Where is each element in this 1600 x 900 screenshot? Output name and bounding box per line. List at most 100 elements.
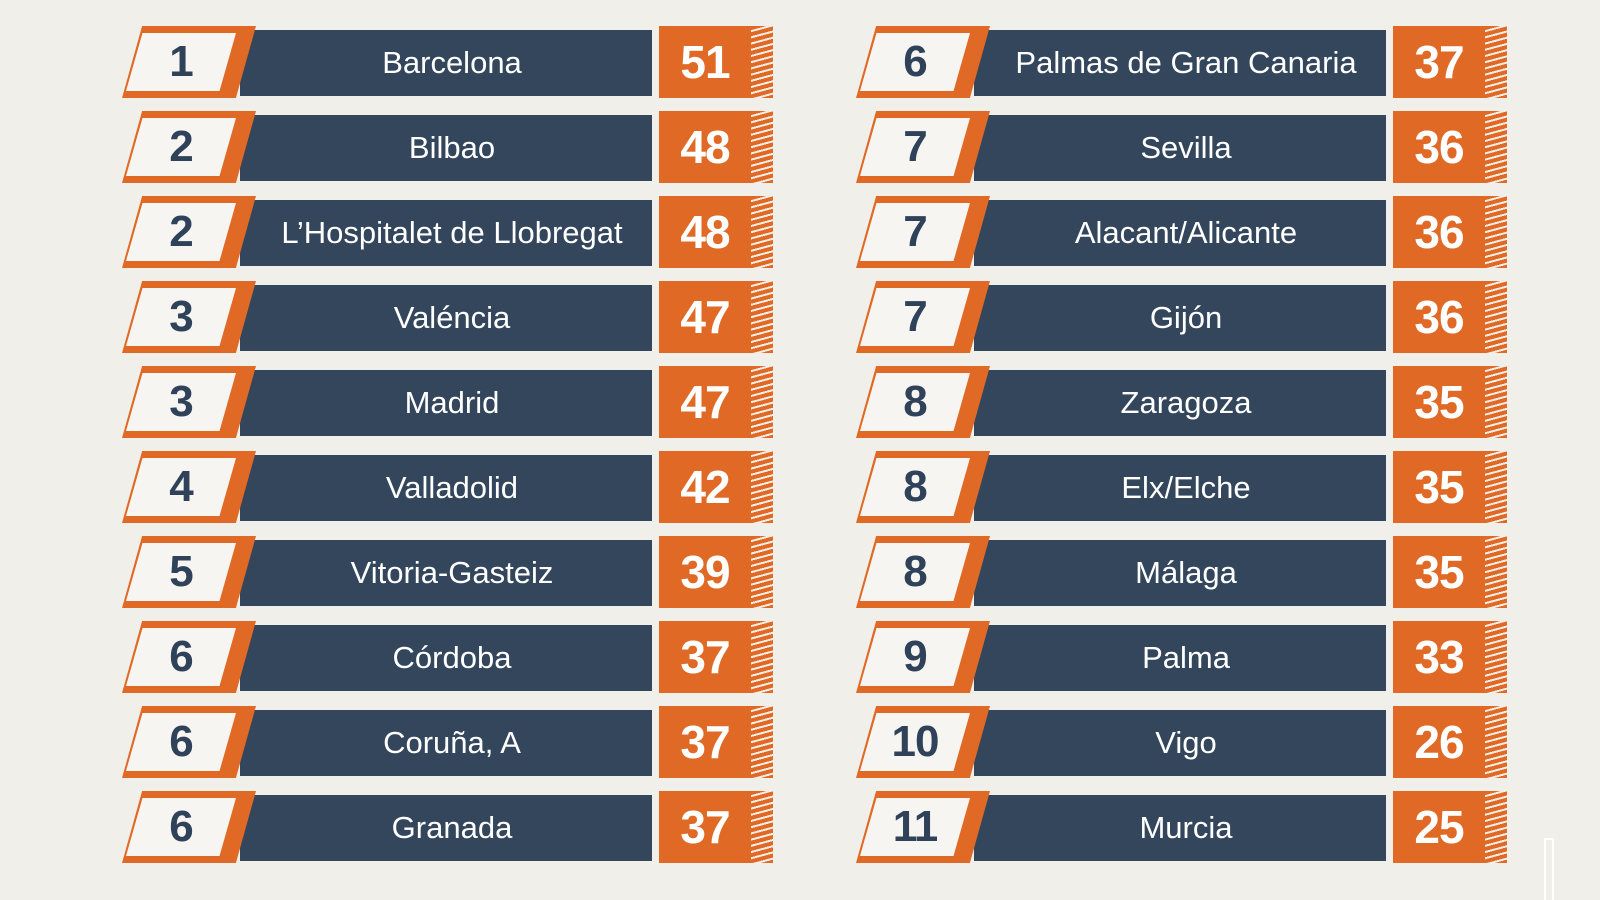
score-box: 48 — [659, 196, 773, 268]
city-name: Bilbao — [240, 115, 652, 181]
rank-tab: 8 — [856, 451, 990, 523]
city-name: Granada — [240, 795, 652, 861]
city-name: Valladolid — [240, 455, 652, 521]
ranking-column-right: 6 Palmas de Gran Canaria 37 7 Sevilla 36… — [856, 26, 1506, 876]
score-box: 33 — [1393, 621, 1507, 693]
score-box: 37 — [1393, 26, 1507, 98]
ridge-decoration — [751, 366, 773, 438]
ridge-decoration — [1485, 536, 1507, 608]
score-box: 36 — [1393, 281, 1507, 353]
score-value: 39 — [659, 545, 749, 599]
rank-tab: 8 — [856, 366, 990, 438]
score-value: 48 — [659, 120, 749, 174]
ridge-decoration — [1485, 366, 1507, 438]
ridge-decoration — [1485, 26, 1507, 98]
rank-tab: 9 — [856, 621, 990, 693]
rank-number: 7 — [860, 288, 970, 346]
ridge-decoration — [1485, 791, 1507, 863]
ranking-row: 9 Palma 33 — [856, 621, 1506, 693]
ranking-row: 10 Vigo 26 — [856, 706, 1506, 778]
ranking-row: 7 Sevilla 36 — [856, 111, 1506, 183]
score-box: 47 — [659, 281, 773, 353]
rank-tab: 7 — [856, 111, 990, 183]
score-box: 25 — [1393, 791, 1507, 863]
rank-tab: 2 — [122, 196, 256, 268]
score-value: 36 — [1393, 290, 1483, 344]
ranking-row: 11 Murcia 25 — [856, 791, 1506, 863]
score-box: 48 — [659, 111, 773, 183]
rank-tab: 8 — [856, 536, 990, 608]
rank-tab: 11 — [856, 791, 990, 863]
city-name: Málaga — [974, 540, 1386, 606]
city-name: Vitoria-Gasteiz — [240, 540, 652, 606]
rank-number: 6 — [126, 798, 236, 856]
score-box: 37 — [659, 621, 773, 693]
score-value: 37 — [659, 630, 749, 684]
score-value: 35 — [1393, 460, 1483, 514]
ridge-decoration — [1485, 281, 1507, 353]
score-value: 36 — [1393, 205, 1483, 259]
rank-number: 6 — [126, 628, 236, 686]
rank-tab: 6 — [122, 621, 256, 693]
ridge-decoration — [751, 111, 773, 183]
score-value: 26 — [1393, 715, 1483, 769]
ranking-row: 8 Málaga 35 — [856, 536, 1506, 608]
score-box: 36 — [1393, 111, 1507, 183]
ridge-decoration — [1485, 706, 1507, 778]
score-value: 47 — [659, 375, 749, 429]
ridge-decoration — [751, 281, 773, 353]
score-box: 42 — [659, 451, 773, 523]
rank-number: 3 — [126, 288, 236, 346]
ridge-decoration — [1485, 451, 1507, 523]
rank-tab: 7 — [856, 281, 990, 353]
ranking-row: 7 Alacant/Alicante 36 — [856, 196, 1506, 268]
ranking-row: 8 Elx/Elche 35 — [856, 451, 1506, 523]
rank-number: 8 — [860, 458, 970, 516]
score-value: 33 — [1393, 630, 1483, 684]
rank-number: 7 — [860, 118, 970, 176]
rank-number: 9 — [860, 628, 970, 686]
score-value: 37 — [659, 715, 749, 769]
ranking-row: 2 L’Hospitalet de Llobregat 48 — [122, 196, 772, 268]
rank-number: 6 — [860, 33, 970, 91]
score-box: 37 — [659, 791, 773, 863]
rank-number: 5 — [126, 543, 236, 601]
city-name: Vigo — [974, 710, 1386, 776]
score-value: 51 — [659, 35, 749, 89]
rank-tab: 10 — [856, 706, 990, 778]
ranking-row: 8 Zaragoza 35 — [856, 366, 1506, 438]
rank-number: 7 — [860, 203, 970, 261]
rank-number: 2 — [126, 118, 236, 176]
rank-tab: 5 — [122, 536, 256, 608]
rank-tab: 3 — [122, 366, 256, 438]
rank-tab: 4 — [122, 451, 256, 523]
rank-tab: 2 — [122, 111, 256, 183]
rank-tab: 1 — [122, 26, 256, 98]
ridge-decoration — [1485, 621, 1507, 693]
score-box: 35 — [1393, 536, 1507, 608]
city-name: Zaragoza — [974, 370, 1386, 436]
score-box: 51 — [659, 26, 773, 98]
score-box: 35 — [1393, 366, 1507, 438]
rank-number: 11 — [860, 798, 970, 856]
ridge-decoration — [751, 791, 773, 863]
rank-number: 3 — [126, 373, 236, 431]
rank-number: 1 — [126, 33, 236, 91]
score-value: 35 — [1393, 375, 1483, 429]
ranking-row: 6 Córdoba 37 — [122, 621, 772, 693]
score-value: 47 — [659, 290, 749, 344]
city-name: Elx/Elche — [974, 455, 1386, 521]
score-box: 36 — [1393, 196, 1507, 268]
score-box: 39 — [659, 536, 773, 608]
ranking-row: 7 Gijón 36 — [856, 281, 1506, 353]
ridge-decoration — [751, 451, 773, 523]
rank-number: 6 — [126, 713, 236, 771]
ranking-row: 3 Valéncia 47 — [122, 281, 772, 353]
ridge-decoration — [751, 196, 773, 268]
city-name: Palma — [974, 625, 1386, 691]
rank-number: 10 — [860, 713, 970, 771]
city-name: Murcia — [974, 795, 1386, 861]
rank-number: 2 — [126, 203, 236, 261]
ridge-decoration — [751, 536, 773, 608]
rank-number: 8 — [860, 543, 970, 601]
